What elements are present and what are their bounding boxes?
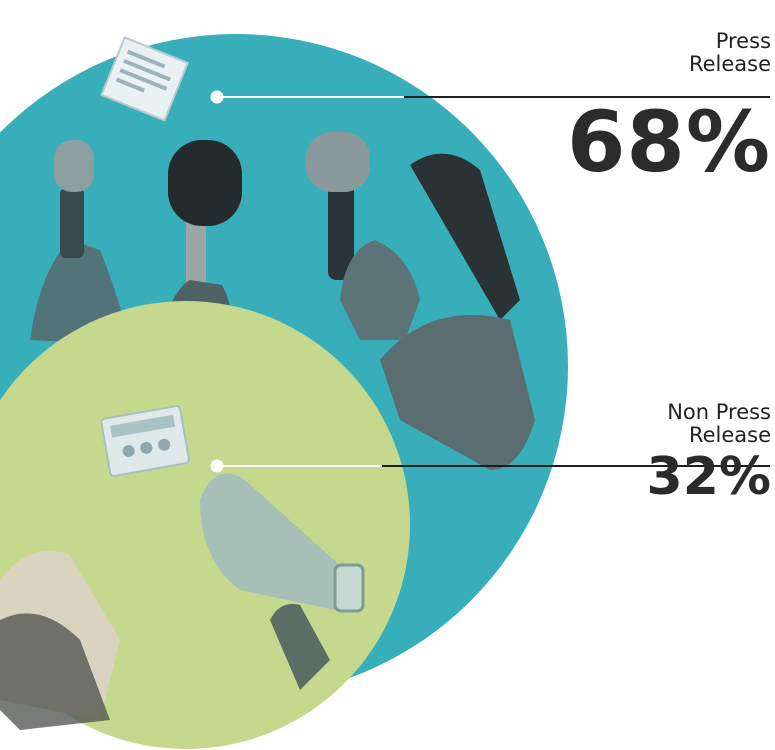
newspaper-stack-illustration [0, 550, 120, 730]
press-label-line2: Release [688, 52, 771, 77]
press-connector [210, 90, 770, 104]
nonpress-connector [210, 459, 770, 473]
press-release-value: 68% [566, 93, 771, 191]
non-press-release-value: 32% [646, 447, 771, 507]
megaphone-illustration [200, 473, 365, 690]
newspaper-icon [100, 405, 190, 477]
press-release-label: Press Release [688, 29, 771, 77]
nonpress-label-line1: Non Press [667, 400, 771, 424]
press-label-line1: Press [715, 29, 771, 53]
paper-icon [100, 36, 190, 122]
nonpress-label-line2: Release [688, 423, 771, 448]
non-press-release-label: Non Press Release [667, 400, 771, 448]
